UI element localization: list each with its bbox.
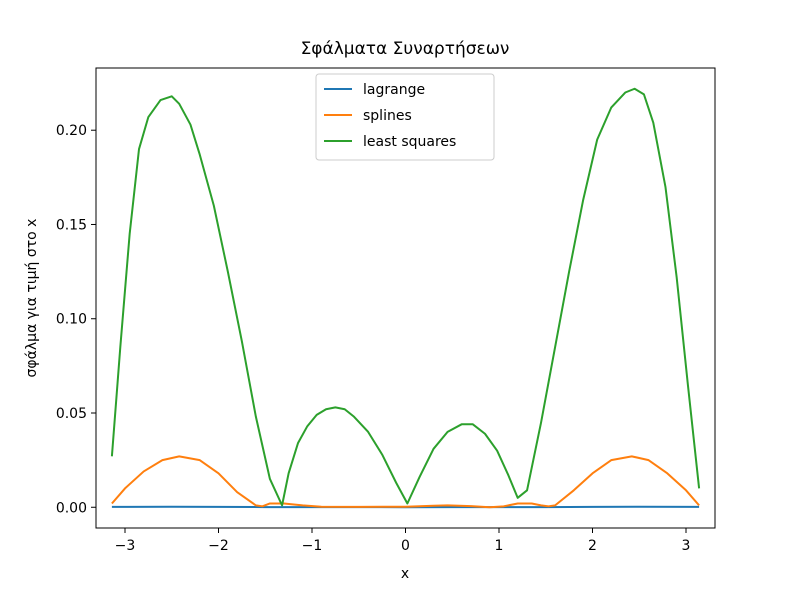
x-tick-label: −1 — [302, 538, 323, 554]
chart-title: Σφάλματα Συναρτήσεων — [301, 39, 510, 59]
series-layer — [110, 87, 701, 509]
x-tick-label: 1 — [495, 538, 504, 554]
legend-box — [315, 73, 495, 161]
x-tick-label: 3 — [682, 538, 691, 554]
y-axis-label: σφάλμα για τιμή στο x — [24, 219, 40, 378]
legend: lagrange splines least squares — [315, 73, 495, 161]
y-tick-label: 0.00 — [56, 500, 87, 516]
legend-label-splines: splines — [363, 108, 412, 124]
series-line-splines — [111, 455, 700, 509]
legend-label-least-squares: least squares — [363, 134, 456, 150]
x-tick-label: −3 — [115, 538, 136, 554]
y-tick-label: 0.10 — [56, 312, 87, 328]
series-line-least-squares — [110, 87, 701, 507]
x-axis-label: x — [401, 566, 409, 582]
x-tick-label: −2 — [208, 538, 229, 554]
y-tick-label: 0.05 — [56, 406, 87, 422]
y-axis-ticks: 0.00 0.05 0.10 0.15 0.20 — [56, 123, 96, 516]
x-axis-ticks: −3 −2 −1 0 1 2 3 — [115, 528, 691, 554]
y-tick-label: 0.20 — [56, 123, 87, 139]
legend-label-lagrange: lagrange — [363, 82, 425, 98]
y-tick-label: 0.15 — [56, 217, 87, 233]
x-tick-label: 2 — [588, 538, 597, 554]
x-tick-label: 0 — [401, 538, 410, 554]
